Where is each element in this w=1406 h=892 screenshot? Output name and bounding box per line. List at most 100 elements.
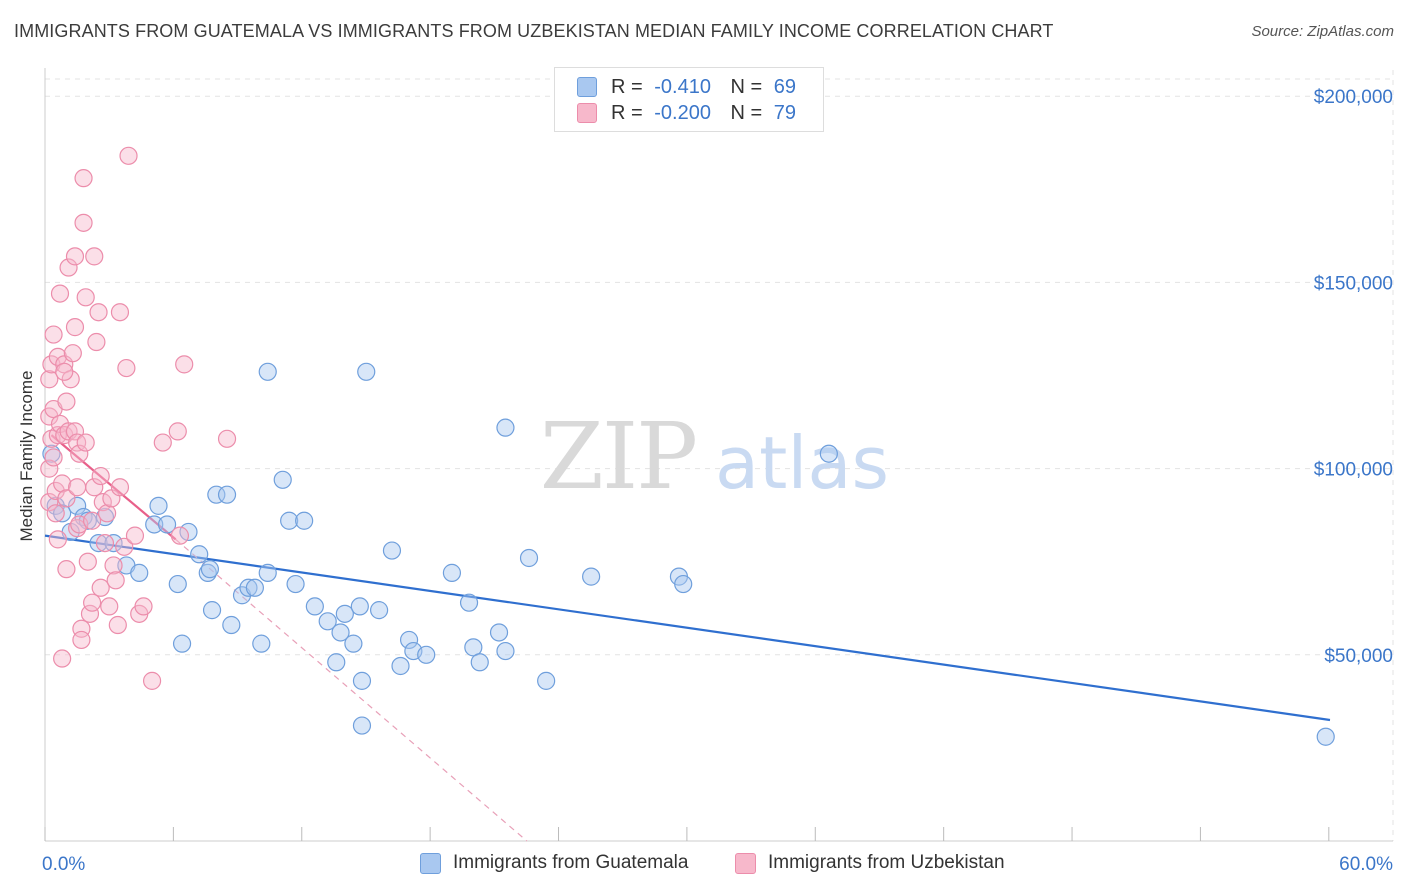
guatemala-point	[442, 563, 462, 582]
uzbekistan-r-value: -0.200	[654, 102, 711, 124]
uzbekistan-point	[95, 533, 115, 553]
gridlines	[45, 70, 1394, 841]
uzbekistan-n-value: 79	[773, 102, 797, 124]
uzbekistan-point	[175, 355, 194, 374]
uzbekistan-point	[40, 493, 59, 512]
uzbekistan-trend-extension	[175, 538, 528, 842]
trend-lines	[44, 434, 1331, 842]
legend-text-uzbekistan: R = -0.200 N = 79	[611, 102, 797, 124]
guatemala-point	[200, 560, 220, 579]
guatemala-point	[399, 630, 419, 650]
uzbekistan-point	[104, 556, 123, 575]
guatemala-point	[239, 578, 258, 597]
uzbekistan-point	[65, 247, 85, 266]
y-tick-label: $200,000	[1314, 87, 1393, 108]
guatemala-point	[149, 496, 168, 515]
guatemala-point	[489, 623, 509, 642]
guatemala-point	[496, 418, 515, 437]
guatemala-point	[344, 634, 363, 653]
guatemala-point	[819, 444, 838, 463]
correlation-legend: R = -0.410 N = 69 R = -0.200 N = 79	[554, 67, 824, 132]
uzbekistan-point	[91, 578, 110, 597]
guatemala-point	[318, 612, 337, 631]
uzbekistan-point	[106, 571, 125, 590]
uzbekistan-point	[74, 213, 93, 232]
y-tick-label: $50,000	[1324, 646, 1393, 667]
guatemala-point	[258, 563, 277, 582]
guatemala-point	[331, 623, 350, 642]
uzbekistan-legend-label: Immigrants from Uzbekistan	[768, 852, 1005, 873]
guatemala-point	[674, 574, 693, 594]
data-points	[40, 146, 1335, 746]
uzbekistan-point	[98, 504, 117, 523]
guatemala-point	[89, 533, 108, 553]
guatemala-point	[459, 593, 479, 612]
uzbekistan-point	[48, 426, 67, 445]
guatemala-legend-swatch	[420, 853, 441, 874]
uzbekistan-point	[87, 332, 106, 352]
watermark-atlas: atlas	[715, 421, 889, 505]
x-tick-label-max: 60.0%	[1339, 854, 1393, 875]
uzbekistan-point	[110, 478, 130, 497]
uzbekistan-point	[53, 474, 72, 493]
guatemala-point	[305, 597, 324, 616]
uzbekistan-point	[217, 429, 237, 448]
uzbekistan-point	[55, 362, 74, 381]
guatemala-point	[352, 671, 372, 690]
uzbekistan-point	[134, 597, 153, 616]
zipatlas-watermark: ZIP atlas	[540, 403, 889, 510]
uzbekistan-point	[40, 459, 59, 478]
guatemala-r-value: -0.410	[654, 76, 711, 98]
guatemala-point	[157, 515, 177, 534]
guatemala-point	[280, 511, 299, 530]
uzbekistan-point	[170, 526, 190, 545]
y-axis-label: Median Family Income	[17, 370, 36, 541]
guatemala-point	[207, 485, 226, 504]
guatemala-point	[245, 578, 264, 597]
uzbekistan-swatch	[577, 103, 597, 123]
uzbekistan-point	[168, 422, 187, 441]
guatemala-point	[537, 671, 556, 690]
guatemala-point	[168, 574, 187, 594]
uzbekistan-point	[65, 318, 85, 337]
guatemala-point	[68, 496, 87, 515]
guatemala-point	[286, 574, 305, 594]
uzbekistan-point	[78, 552, 97, 571]
guatemala-point	[357, 362, 376, 381]
uzbekistan-point	[153, 433, 172, 452]
guatemala-point	[582, 567, 601, 586]
uzbekistan-trend-line	[50, 434, 177, 541]
guatemala-point	[382, 541, 402, 560]
guatemala-trend-line	[44, 534, 1331, 722]
uzbekistan-point	[44, 448, 63, 467]
guatemala-point	[496, 641, 515, 661]
uzbekistan-point	[68, 478, 87, 497]
uzbekistan-point	[110, 303, 130, 322]
guatemala-point	[352, 716, 372, 735]
uzbekistan-point	[53, 649, 72, 668]
guatemala-point	[145, 515, 164, 534]
guatemala-point	[252, 634, 271, 653]
uzbekistan-point	[89, 303, 108, 322]
watermark-zip: ZIP	[540, 403, 696, 510]
guatemala-point	[391, 656, 410, 676]
y-tick-labels: $50,000 $100,000 $150,000 $200,000	[1314, 87, 1393, 667]
guatemala-point	[417, 645, 436, 664]
guatemala-point	[258, 362, 277, 381]
uzbekistan-point	[83, 511, 102, 530]
guatemala-point	[190, 545, 209, 564]
y-tick-label: $150,000	[1314, 273, 1393, 294]
guatemala-point	[295, 511, 314, 530]
uzbekistan-point	[57, 560, 76, 579]
guatemala-point	[335, 604, 354, 623]
y-tick-label: $100,000	[1314, 460, 1393, 481]
uzbekistan-point	[57, 392, 76, 411]
uzbekistan-point	[40, 370, 59, 389]
source-credit: Source: ZipAtlas.com	[1251, 23, 1394, 40]
uzbekistan-point	[76, 288, 95, 307]
uzbekistan-point	[108, 615, 127, 635]
legend-text-guatemala: R = -0.410 N = 69	[611, 76, 797, 98]
uzbekistan-point	[85, 247, 104, 266]
uzbekistan-point	[117, 358, 136, 378]
guatemala-point	[470, 653, 489, 672]
